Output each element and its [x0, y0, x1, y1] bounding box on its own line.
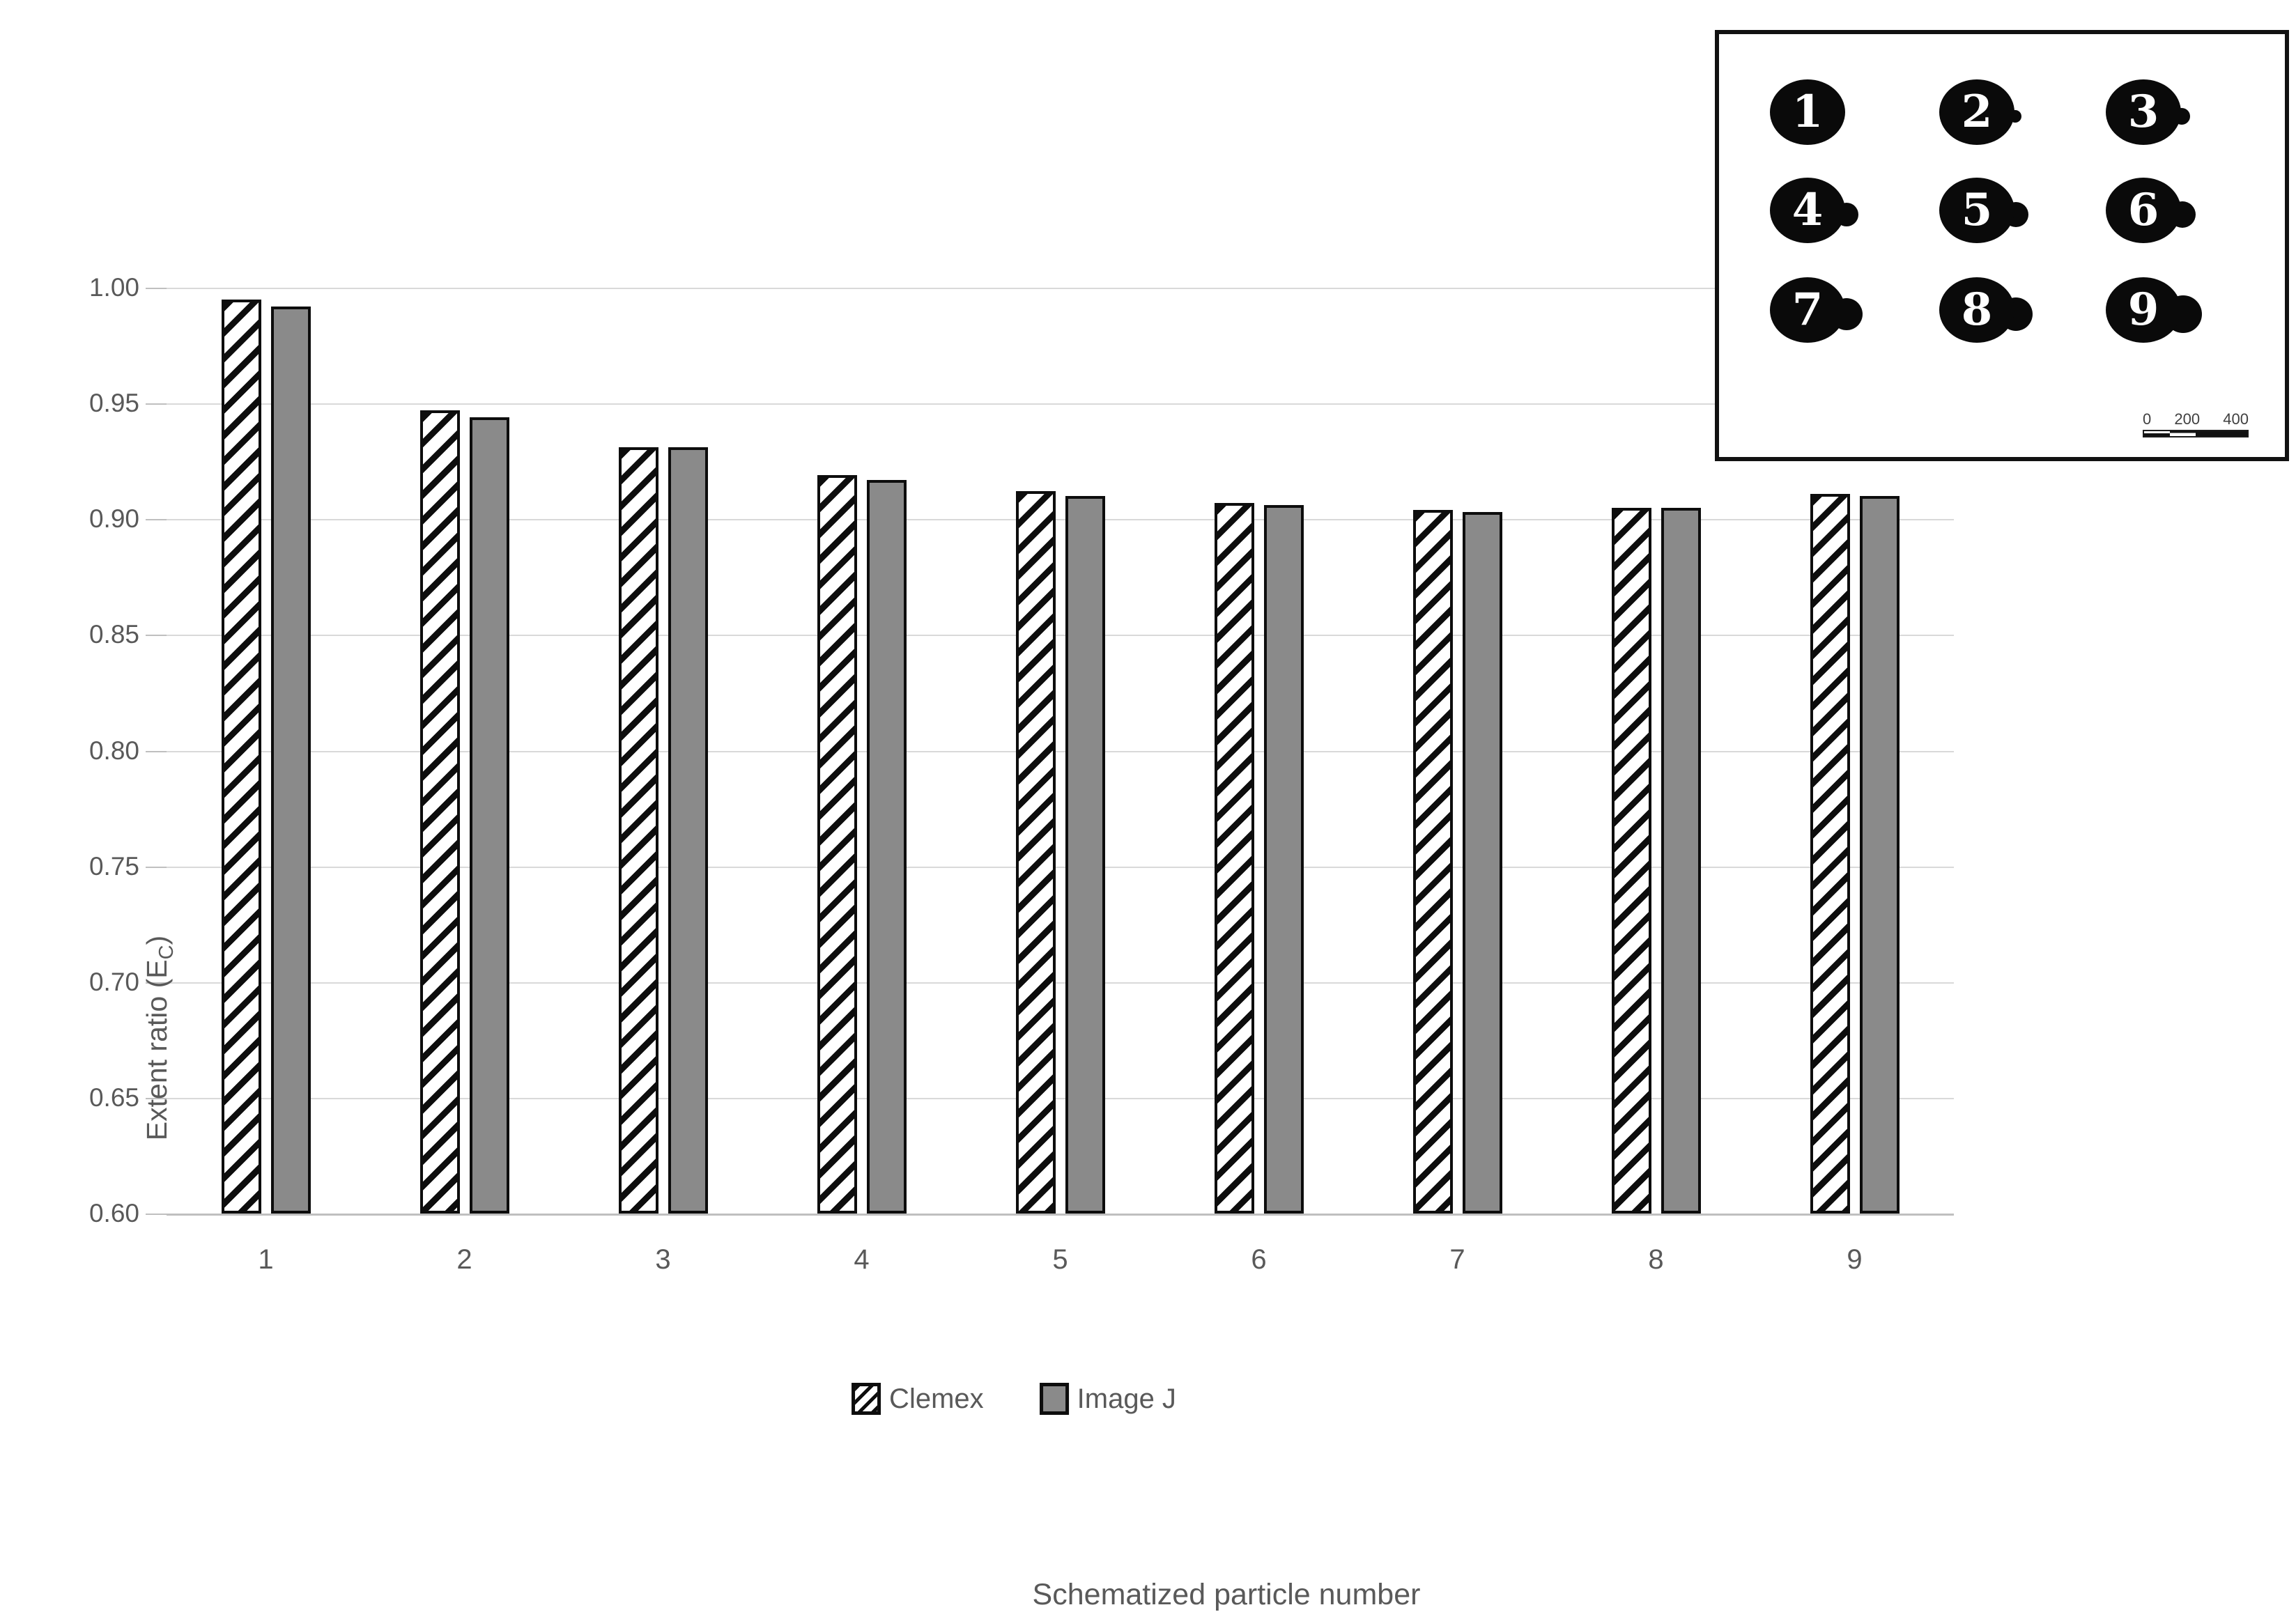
gridline — [167, 288, 1954, 289]
particle-number: 3 — [2127, 86, 2159, 138]
gridline — [167, 982, 1954, 984]
y-tick-mark — [146, 750, 167, 752]
x-tick-label: 2 — [456, 1244, 472, 1275]
x-tick-label: 5 — [1052, 1244, 1068, 1275]
particle-body: 4 — [1770, 178, 1845, 243]
bar-image-j-1 — [270, 307, 311, 1214]
particle-body: 9 — [2106, 277, 2181, 343]
y-axis-title-text: Extent ratio (E — [140, 959, 173, 1141]
scale-bar-label: 0 — [2143, 410, 2152, 428]
legend-label: Clemex — [889, 1383, 984, 1414]
bar-clemex-7 — [1412, 510, 1453, 1214]
particle-number: 6 — [2127, 184, 2159, 236]
gridline — [167, 635, 1954, 637]
y-tick-label: 0.90 — [88, 504, 139, 534]
legend-label: Image J — [1077, 1383, 1176, 1414]
gridline — [167, 866, 1954, 868]
x-axis-title: Schematized particle number — [1032, 1578, 1421, 1611]
scale-bar-segment — [2170, 431, 2196, 436]
y-tick-label: 0.65 — [88, 1083, 139, 1112]
particle-number: 2 — [1961, 86, 1993, 138]
particle-number: 4 — [1792, 184, 1824, 236]
particle-body: 5 — [1939, 178, 2014, 243]
particle-body: 6 — [2106, 178, 2181, 243]
scale-bar-label: 200 — [2174, 410, 2201, 428]
particle-number: 1 — [1792, 86, 1824, 138]
x-tick-label: 3 — [655, 1244, 671, 1275]
y-axis-title: Extent ratio (EC) — [141, 829, 178, 1247]
y-tick-mark — [146, 982, 167, 984]
y-tick-mark — [146, 866, 167, 868]
y-tick-label: 1.00 — [88, 273, 139, 302]
gridline — [167, 750, 1954, 752]
bar-image-j-3 — [668, 447, 708, 1214]
gridline — [167, 1214, 1954, 1216]
scale-bar-graphic — [2143, 430, 2249, 437]
gridline — [167, 519, 1954, 521]
gridline — [167, 403, 1954, 405]
bar-clemex-3 — [618, 447, 658, 1214]
particle-body: 7 — [1770, 277, 1845, 343]
legend-swatch — [1039, 1383, 1069, 1415]
y-tick-label: 0.95 — [88, 389, 139, 418]
bar-image-j-2 — [469, 417, 509, 1214]
particle-body: 1 — [1770, 79, 1845, 145]
particle-body: 8 — [1939, 277, 2014, 343]
x-tick-label: 4 — [854, 1244, 870, 1275]
bar-clemex-1 — [221, 300, 261, 1214]
scale-bar-segment — [2196, 431, 2221, 436]
scale-bar-label: 400 — [2223, 410, 2249, 428]
particle-number: 5 — [1961, 184, 1993, 236]
bar-clemex-5 — [1015, 491, 1056, 1214]
x-tick-label: 7 — [1449, 1244, 1465, 1275]
y-tick-mark — [146, 403, 167, 405]
y-tick-label: 0.75 — [88, 851, 139, 881]
particle-number: 8 — [1961, 284, 1993, 336]
bar-image-j-5 — [1065, 496, 1105, 1214]
figure: 1.00 0.95 0.90 0.85 0.80 0.75 0.70 0.65 0.60 1 2 3… — [88, 30, 2289, 1611]
x-tick-label: 8 — [1648, 1244, 1664, 1275]
plot-area: 1.00 0.95 0.90 0.85 0.80 0.75 0.70 0.65 0.60 1 2 3… — [89, 273, 1954, 1611]
bar-image-j-9 — [1859, 496, 1900, 1214]
particle-body: 2 — [1939, 79, 2014, 145]
y-tick-label: 0.60 — [88, 1199, 139, 1227]
y-tick-mark — [146, 1214, 167, 1215]
y-tick-label: 0.85 — [88, 620, 139, 649]
legend-item-clemex: Clemex — [852, 1383, 984, 1415]
y-axis-title-suffix: ) — [140, 935, 173, 945]
scale-bar: 0 200 400 — [2143, 410, 2249, 437]
bar-clemex-9 — [1810, 494, 1850, 1214]
x-tick-label: 1 — [258, 1244, 274, 1275]
x-tick-label: 9 — [1847, 1244, 1863, 1275]
y-tick-mark — [146, 288, 167, 289]
bar-clemex-4 — [817, 475, 857, 1214]
y-tick-label: 0.80 — [88, 736, 139, 765]
y-axis-title-subscript: C — [155, 945, 178, 960]
bar-clemex-2 — [419, 410, 460, 1214]
bar-image-j-4 — [866, 480, 907, 1214]
schematized-particles-inset: 1 2 3 4 5 6 7 8 9 0 200 400 — [1715, 30, 2289, 461]
particle-body: 3 — [2106, 79, 2181, 145]
bar-image-j-7 — [1462, 512, 1502, 1214]
legend: Clemex Image J — [852, 1383, 1176, 1415]
legend-swatch — [852, 1383, 881, 1415]
bar-clemex-6 — [1214, 503, 1254, 1214]
bar-image-j-6 — [1263, 505, 1304, 1214]
y-tick-label: 0.70 — [88, 967, 139, 996]
y-tick-mark — [146, 635, 167, 637]
particle-number: 7 — [1792, 284, 1824, 336]
scale-bar-segment — [2144, 431, 2170, 436]
legend-item-image-j: Image J — [1039, 1383, 1176, 1415]
particle-number: 9 — [2127, 284, 2159, 336]
scale-bar-labels: 0 200 400 — [2143, 410, 2249, 428]
x-tick-label: 6 — [1251, 1244, 1267, 1275]
y-tick-mark — [146, 519, 167, 521]
y-tick-mark — [146, 1097, 167, 1099]
bar-clemex-8 — [1611, 508, 1651, 1214]
bar-image-j-8 — [1661, 508, 1701, 1214]
gridline — [167, 1097, 1954, 1099]
scale-bar-segment — [2221, 431, 2247, 436]
